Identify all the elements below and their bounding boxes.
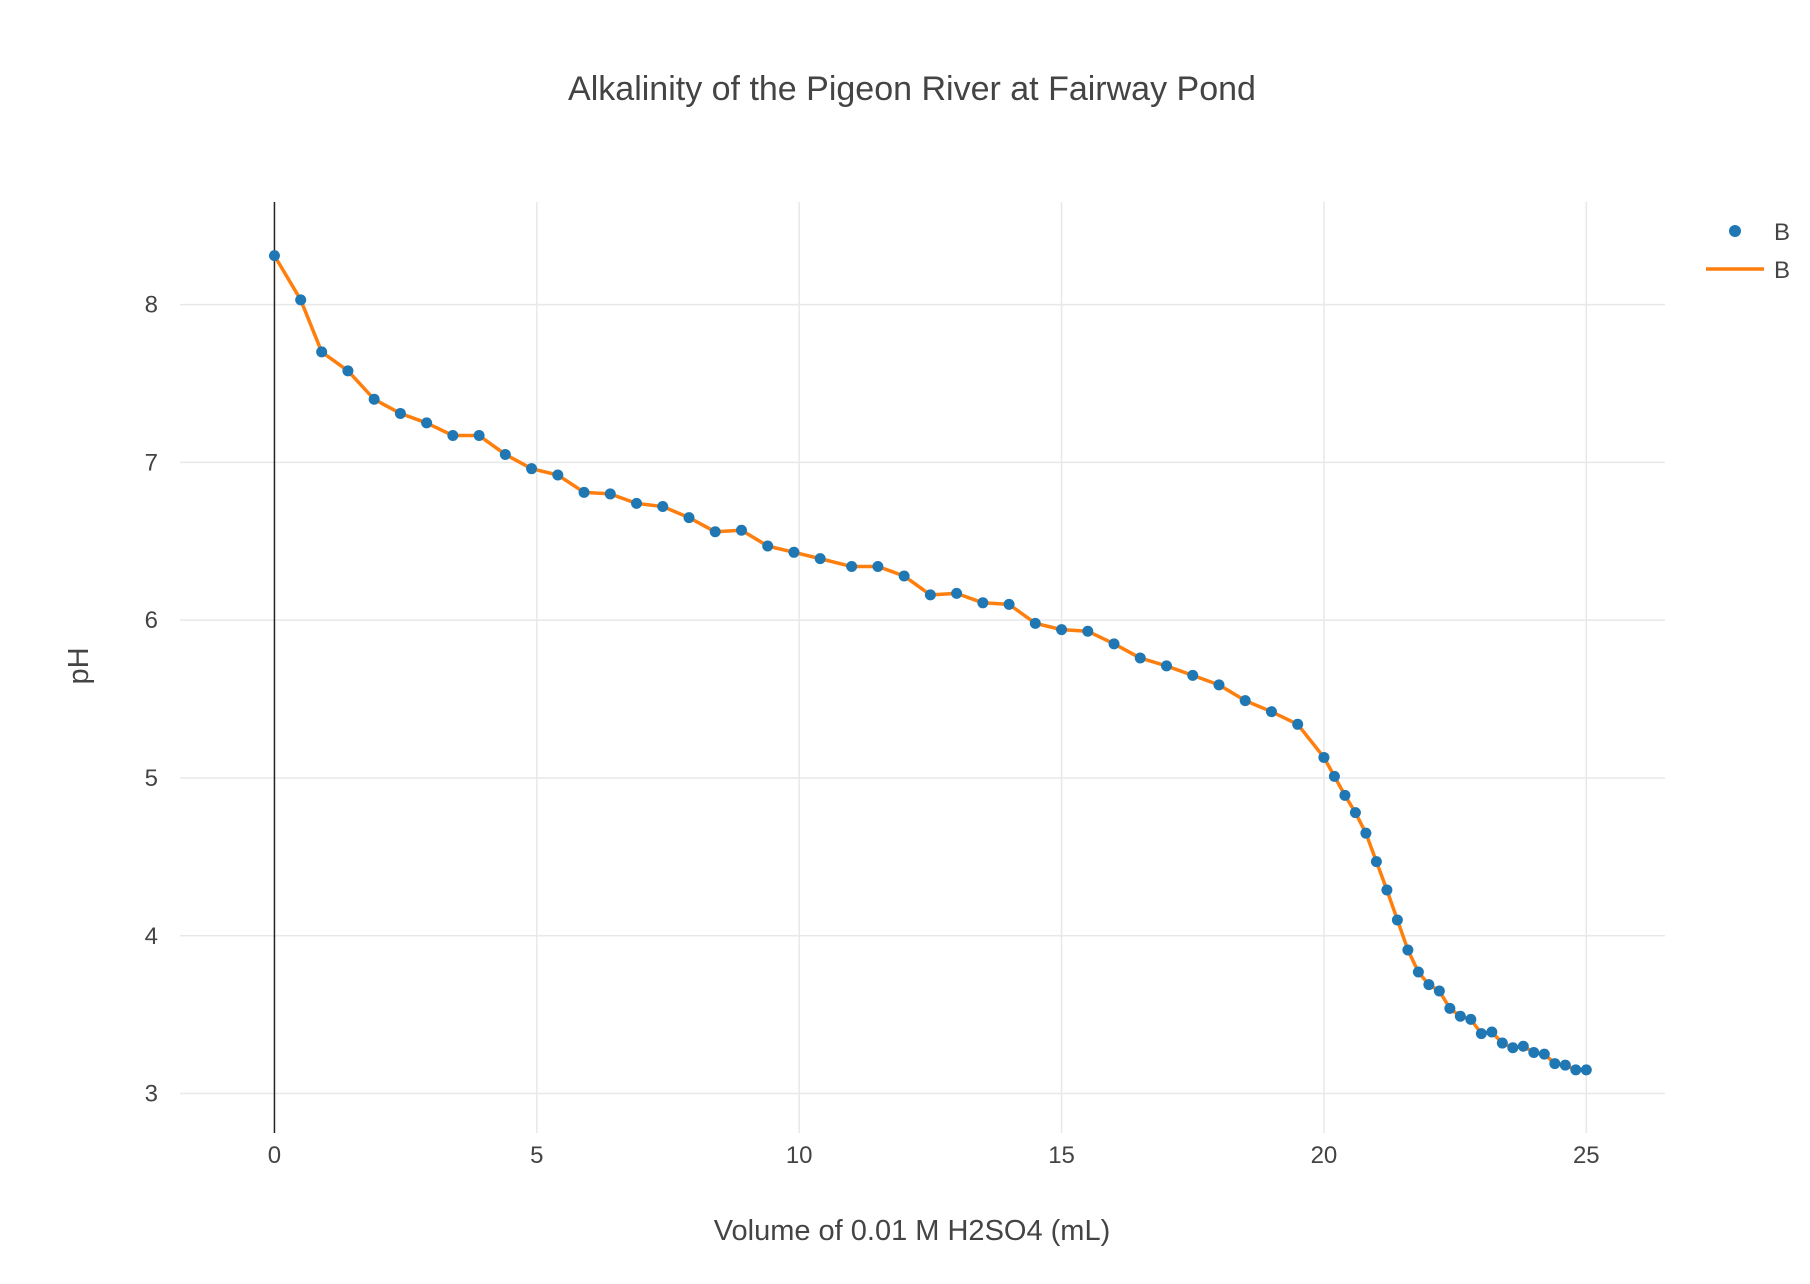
- data-point[interactable]: [1580, 1064, 1592, 1076]
- data-point[interactable]: [1265, 706, 1277, 718]
- data-point[interactable]: [1003, 598, 1015, 610]
- legend-item-lines[interactable]: B: [1706, 257, 1790, 284]
- legend[interactable]: B B: [1706, 219, 1790, 284]
- x-tick-label: 20: [1311, 1142, 1338, 1169]
- data-point[interactable]: [342, 365, 354, 377]
- series-line-layer: [272, 253, 1589, 1072]
- data-point[interactable]: [1465, 1013, 1477, 1025]
- legend-marker-swatch: [1729, 225, 1741, 237]
- data-point[interactable]: [1134, 652, 1146, 664]
- x-tick-label: 25: [1573, 1142, 1600, 1169]
- data-point[interactable]: [1056, 624, 1068, 636]
- y-axis-title: pH: [63, 647, 95, 684]
- data-point[interactable]: [1486, 1026, 1498, 1038]
- data-point[interactable]: [1517, 1040, 1529, 1052]
- data-point[interactable]: [898, 570, 910, 582]
- data-point[interactable]: [1360, 827, 1372, 839]
- data-point[interactable]: [1549, 1058, 1561, 1070]
- data-point[interactable]: [1391, 914, 1403, 926]
- data-point[interactable]: [1454, 1010, 1466, 1022]
- data-point[interactable]: [578, 486, 590, 498]
- data-point[interactable]: [657, 501, 669, 513]
- data-point[interactable]: [1496, 1037, 1508, 1049]
- data-point[interactable]: [526, 463, 538, 475]
- y-tick-label: 4: [145, 923, 158, 950]
- data-point[interactable]: [735, 524, 747, 536]
- data-point[interactable]: [814, 553, 826, 565]
- x-tick-label: 0: [268, 1142, 281, 1169]
- data-point[interactable]: [762, 540, 774, 552]
- data-point[interactable]: [1213, 679, 1225, 691]
- y-tick-label: 7: [145, 449, 158, 476]
- data-point[interactable]: [1318, 751, 1330, 763]
- data-point[interactable]: [1161, 660, 1173, 672]
- data-point[interactable]: [316, 346, 328, 358]
- data-point[interactable]: [499, 448, 511, 460]
- data-point[interactable]: [1292, 718, 1304, 730]
- data-point[interactable]: [1082, 625, 1094, 637]
- x-tick-label: 5: [530, 1142, 543, 1169]
- data-point[interactable]: [872, 561, 884, 573]
- data-point[interactable]: [1412, 966, 1424, 978]
- data-point[interactable]: [1328, 770, 1340, 782]
- data-point[interactable]: [1507, 1042, 1519, 1054]
- data-point[interactable]: [788, 546, 800, 558]
- x-axis-title: Volume of 0.01 M H2SO4 (mL): [714, 1215, 1111, 1247]
- data-point[interactable]: [447, 430, 459, 442]
- y-tick-label: 8: [145, 292, 158, 319]
- legend-label-lines: B: [1774, 257, 1790, 284]
- data-point[interactable]: [295, 294, 307, 306]
- data-point[interactable]: [846, 561, 858, 573]
- data-point[interactable]: [1538, 1048, 1550, 1060]
- series-line: [272, 253, 1589, 1072]
- series-marker-layer: [268, 250, 1592, 1076]
- y-tick-label: 6: [145, 607, 158, 634]
- data-point[interactable]: [631, 497, 643, 509]
- legend-label-markers: B: [1774, 219, 1790, 246]
- x-tick-label: 15: [1048, 1142, 1075, 1169]
- y-tick-label: 5: [145, 765, 158, 792]
- data-point[interactable]: [1559, 1059, 1571, 1071]
- data-point[interactable]: [1108, 638, 1120, 650]
- data-point[interactable]: [1433, 985, 1445, 997]
- data-point[interactable]: [951, 587, 963, 599]
- data-point[interactable]: [552, 469, 564, 481]
- data-point[interactable]: [1444, 1002, 1456, 1014]
- data-point[interactable]: [683, 512, 695, 524]
- data-point[interactable]: [268, 250, 280, 262]
- data-point[interactable]: [977, 597, 989, 609]
- data-point[interactable]: [473, 430, 485, 442]
- data-point[interactable]: [1370, 856, 1382, 868]
- data-point[interactable]: [1187, 669, 1199, 681]
- data-point[interactable]: [368, 393, 380, 405]
- y-tick-label: 3: [145, 1081, 158, 1108]
- data-point[interactable]: [1402, 944, 1414, 956]
- data-point[interactable]: [1475, 1028, 1487, 1040]
- x-tick-label: 10: [786, 1142, 813, 1169]
- axes-layer: 3 4 5 6 7 8 0 5 10 15 20 25: [145, 202, 1600, 1169]
- data-point[interactable]: [924, 589, 936, 601]
- data-point[interactable]: [1423, 979, 1435, 991]
- data-point[interactable]: [604, 488, 616, 500]
- data-point[interactable]: [709, 526, 721, 538]
- data-point[interactable]: [1381, 884, 1393, 896]
- data-point[interactable]: [421, 417, 433, 429]
- data-point[interactable]: [1570, 1064, 1582, 1076]
- grid-layer: [180, 202, 1665, 1133]
- data-point[interactable]: [1239, 695, 1251, 707]
- data-point[interactable]: [1528, 1047, 1540, 1059]
- chart-title: Alkalinity of the Pigeon River at Fairwa…: [568, 70, 1256, 108]
- data-point[interactable]: [1339, 789, 1351, 801]
- legend-item-markers[interactable]: B: [1729, 219, 1790, 246]
- data-point[interactable]: [394, 407, 406, 419]
- data-point[interactable]: [1349, 807, 1361, 819]
- data-point[interactable]: [1029, 617, 1041, 629]
